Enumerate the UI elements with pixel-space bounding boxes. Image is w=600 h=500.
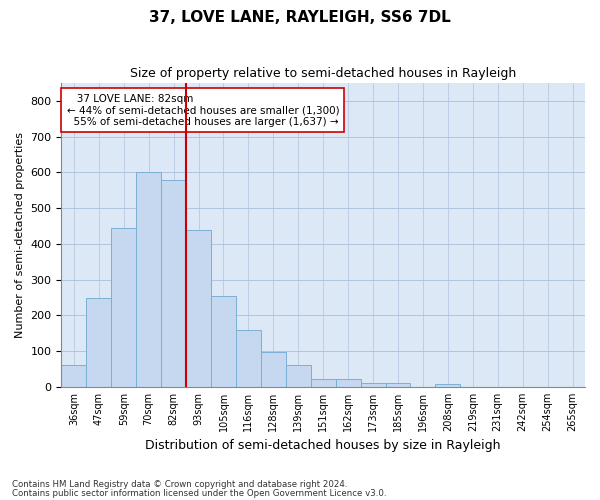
Bar — [111, 228, 136, 387]
Text: Contains public sector information licensed under the Open Government Licence v3: Contains public sector information licen… — [12, 488, 386, 498]
Bar — [86, 298, 111, 387]
Bar — [286, 366, 311, 387]
Text: Contains HM Land Registry data © Crown copyright and database right 2024.: Contains HM Land Registry data © Crown c… — [12, 480, 347, 489]
Bar — [361, 382, 386, 387]
Bar — [136, 172, 161, 387]
Y-axis label: Number of semi-detached properties: Number of semi-detached properties — [15, 132, 25, 338]
Title: Size of property relative to semi-detached houses in Rayleigh: Size of property relative to semi-detach… — [130, 68, 517, 80]
Text: 37 LOVE LANE: 82sqm
← 44% of semi-detached houses are smaller (1,300)
  55% of s: 37 LOVE LANE: 82sqm ← 44% of semi-detach… — [67, 94, 339, 127]
Bar — [186, 230, 211, 387]
Bar — [311, 379, 335, 387]
Bar — [161, 180, 186, 387]
Text: 37, LOVE LANE, RAYLEIGH, SS6 7DL: 37, LOVE LANE, RAYLEIGH, SS6 7DL — [149, 10, 451, 25]
Bar — [386, 384, 410, 387]
Bar — [236, 330, 261, 387]
Bar — [211, 296, 236, 387]
Bar — [61, 366, 86, 387]
Bar — [436, 384, 460, 387]
Bar — [335, 379, 361, 387]
Bar — [261, 352, 286, 387]
X-axis label: Distribution of semi-detached houses by size in Rayleigh: Distribution of semi-detached houses by … — [145, 440, 501, 452]
